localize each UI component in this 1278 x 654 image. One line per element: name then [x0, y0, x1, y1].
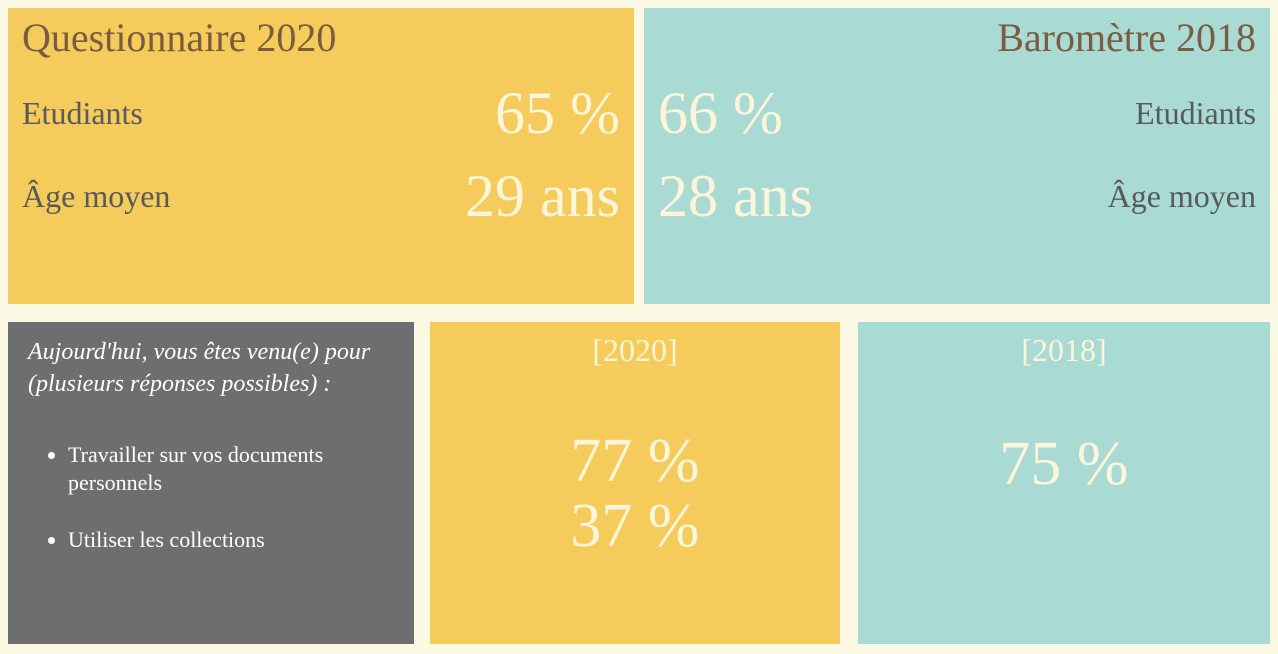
list-item: Utiliser les collections	[68, 526, 394, 555]
metric-row-age: 28 ans Âge moyen	[658, 162, 1256, 231]
metric-label: Âge moyen	[1108, 178, 1256, 215]
metric-label: Etudiants	[1135, 95, 1256, 132]
panel-questionnaire-2020: Questionnaire 2020 Etudiants 65 % Âge mo…	[8, 8, 634, 304]
metric-value: 65 %	[495, 79, 620, 148]
metric-value: 66 %	[658, 79, 783, 148]
panel-2020-values: [2020] 77 % 37 %	[430, 322, 840, 644]
panel-2018-values: [2018] 75 %	[858, 322, 1270, 644]
panel-barometre-2018: Baromètre 2018 66 % Etudiants 28 ans Âge…	[644, 8, 1270, 304]
panel-title: Baromètre 2018	[658, 14, 1256, 61]
metric-value: 29 ans	[465, 162, 620, 231]
metric-value: 28 ans	[658, 162, 813, 231]
panel-title: Questionnaire 2020	[22, 14, 620, 61]
pct-value: 77 %	[430, 429, 840, 494]
metric-row-age: Âge moyen 29 ans	[22, 162, 620, 231]
year-tag: [2018]	[858, 332, 1270, 369]
question-text: Aujourd'hui, vous êtes venu(e) pour (plu…	[28, 336, 394, 401]
answer-list: Travailler sur vos documents personnels …	[28, 441, 394, 555]
metric-label: Âge moyen	[22, 178, 170, 215]
metric-row-etudiants: 66 % Etudiants	[658, 79, 1256, 148]
pct-value: 75 %	[858, 429, 1270, 500]
metric-label: Etudiants	[22, 95, 143, 132]
pct-value: 37 %	[430, 494, 840, 559]
list-item: Travailler sur vos documents personnels	[68, 441, 394, 498]
metric-row-etudiants: Etudiants 65 %	[22, 79, 620, 148]
year-tag: [2020]	[430, 332, 840, 369]
panel-question: Aujourd'hui, vous êtes venu(e) pour (plu…	[8, 322, 414, 644]
infographic-root: Questionnaire 2020 Etudiants 65 % Âge mo…	[0, 0, 1278, 654]
